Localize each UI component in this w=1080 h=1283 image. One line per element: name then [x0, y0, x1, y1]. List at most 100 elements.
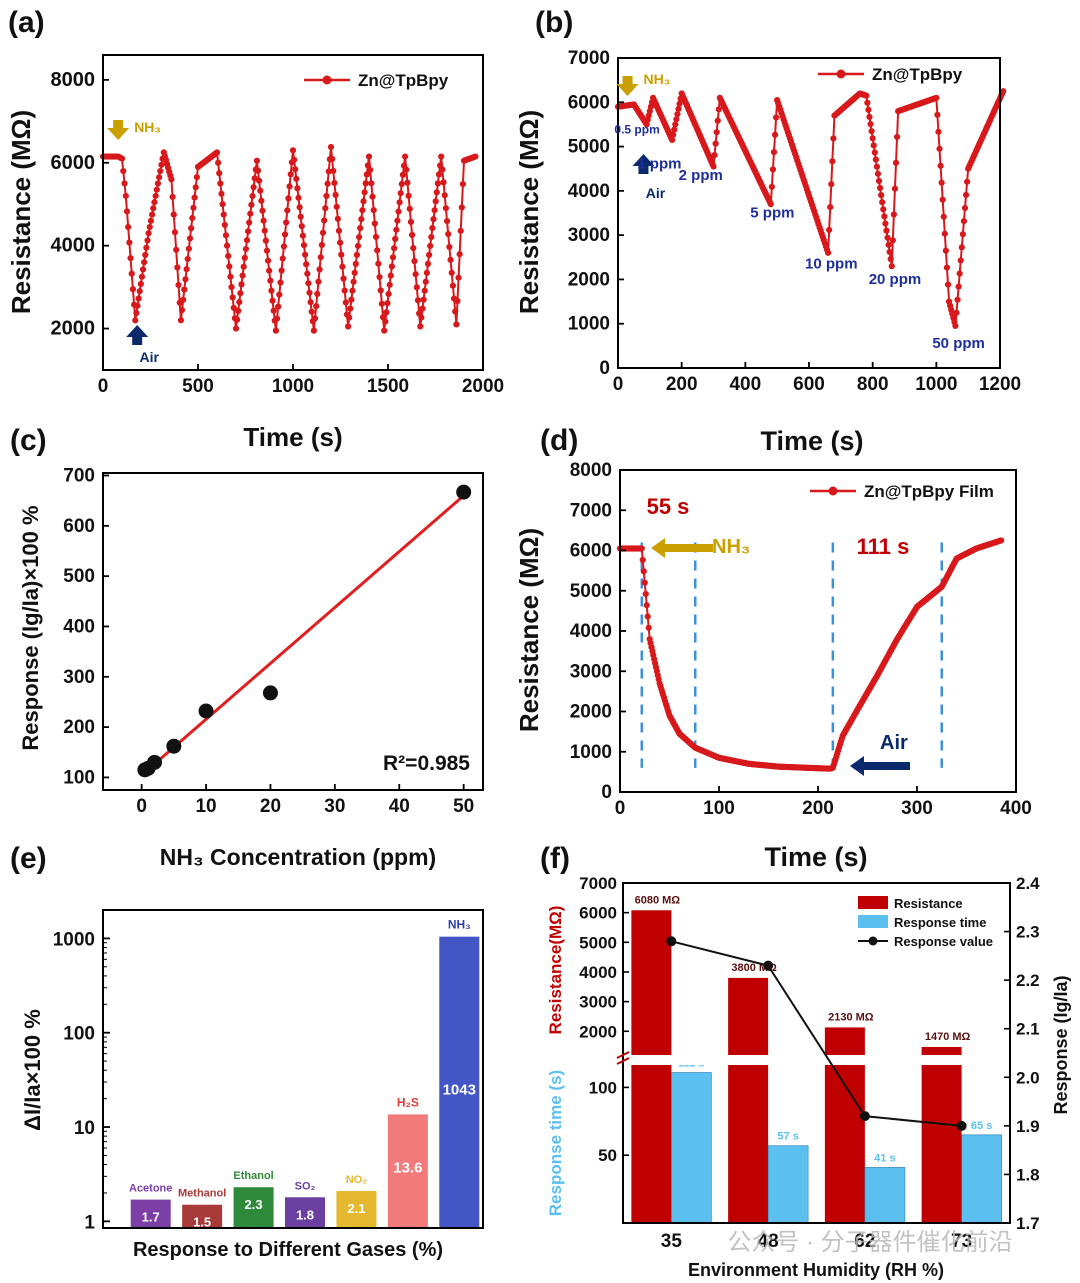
- data-point: [454, 297, 461, 305]
- data-point: [386, 281, 393, 288]
- data-point: [297, 213, 304, 220]
- data-point: [266, 267, 273, 274]
- gas-name-label: Acetone: [129, 1183, 172, 1195]
- y-tick-label-right: 2.2: [1016, 971, 1040, 990]
- data-point: [292, 166, 299, 173]
- y-tick-label: 6000: [51, 152, 96, 174]
- data-point: [885, 241, 892, 248]
- data-point: [880, 206, 887, 213]
- concentration-label: 10 ppm: [805, 255, 858, 272]
- y-tick-label: 4000: [51, 235, 96, 257]
- plot-frame: [622, 882, 1011, 1224]
- data-point: [410, 244, 417, 252]
- y-tick-label: 700: [63, 466, 95, 487]
- data-point: [228, 284, 235, 291]
- data-point: [944, 281, 952, 288]
- data-point: [129, 286, 137, 293]
- response-value-line: [671, 940, 962, 1127]
- data-point: [226, 263, 233, 270]
- data-point: [189, 214, 196, 222]
- data-point: [883, 227, 890, 234]
- y-tick-label-right: 1.7: [1016, 1214, 1040, 1233]
- data-point: [125, 223, 132, 231]
- data-point: [353, 251, 360, 259]
- data-point: [303, 261, 310, 268]
- data-point: [237, 290, 244, 297]
- y-tick-label: 6000: [570, 541, 612, 562]
- legend-label: Resistance: [894, 896, 963, 911]
- x-tick-label: 0: [98, 376, 109, 397]
- y-tick-label: 8000: [51, 69, 96, 91]
- data-point: [307, 299, 314, 306]
- y-tick-label: 5000: [570, 581, 612, 602]
- data-point: [267, 277, 274, 284]
- data-point: [438, 153, 445, 160]
- bar-value-label: 1.8: [296, 1207, 314, 1222]
- data-point: [865, 106, 872, 113]
- legend-marker: [828, 486, 838, 496]
- gas-label: NH₃: [712, 536, 750, 558]
- data-point: [430, 216, 437, 223]
- data-point: [871, 149, 878, 156]
- data-point: [441, 192, 448, 199]
- legend-marker: [836, 69, 846, 79]
- data-point: [285, 195, 292, 202]
- panel-d: (d)0 100 200 300 400010002000300040005000600…: [514, 424, 1032, 872]
- y-tick-label: 100: [63, 767, 95, 788]
- legend-marker: [868, 936, 878, 946]
- response-value-point: [956, 1120, 967, 1131]
- data-point: [445, 230, 452, 238]
- x-tick-label: 400: [1000, 798, 1032, 819]
- data-point: [180, 296, 187, 303]
- data-point: [279, 255, 286, 262]
- data-point: [409, 231, 416, 239]
- data-point: [433, 189, 440, 196]
- data-point: [321, 217, 328, 224]
- data-point: [192, 184, 199, 191]
- data-point: [277, 279, 284, 286]
- data-point: [710, 163, 717, 170]
- data-point: [327, 143, 335, 151]
- response-time-value-label: 65 s: [971, 1120, 992, 1132]
- data-point: [943, 264, 951, 271]
- data-point: [639, 556, 646, 563]
- data-point: [958, 244, 965, 251]
- data-point: [347, 305, 354, 312]
- y-tick-label-right: 1.9: [1016, 1117, 1040, 1136]
- data-point: [147, 754, 163, 770]
- data-point: [771, 131, 779, 138]
- gas-arrow-icon: [616, 76, 639, 96]
- data-point: [962, 191, 970, 199]
- data-point: [133, 309, 140, 317]
- data-point: [889, 237, 896, 244]
- y-axis-title: Resistance (MΩ): [514, 528, 544, 732]
- y-tick-label-right: 2.1: [1016, 1020, 1040, 1039]
- x-axis-title: Time (s): [760, 426, 863, 456]
- data-point: [419, 305, 426, 312]
- data-point: [432, 198, 439, 205]
- data-point: [866, 113, 873, 121]
- data-point: [644, 613, 651, 620]
- data-point: [213, 149, 221, 156]
- data-point: [363, 171, 370, 178]
- data-point: [886, 248, 893, 256]
- data-point: [440, 179, 447, 186]
- data-point: [232, 325, 240, 332]
- data-point: [341, 287, 348, 294]
- x-tick-label: 200: [802, 798, 834, 819]
- x-axis-title: Response to Different Gases (%): [133, 1239, 443, 1261]
- data-point: [294, 185, 301, 192]
- data-point: [157, 167, 164, 175]
- data-point: [158, 161, 165, 168]
- data-point: [887, 255, 894, 263]
- data-point: [357, 224, 364, 232]
- data-point: [345, 323, 352, 330]
- data-point: [281, 231, 289, 238]
- y-tick-label: 7000: [579, 874, 617, 893]
- panel-label: (f): [540, 842, 570, 875]
- y-tick-label: 10: [74, 1118, 95, 1139]
- data-point: [472, 153, 479, 160]
- data-point: [933, 94, 940, 101]
- data-point: [175, 281, 182, 289]
- data-point: [424, 260, 432, 267]
